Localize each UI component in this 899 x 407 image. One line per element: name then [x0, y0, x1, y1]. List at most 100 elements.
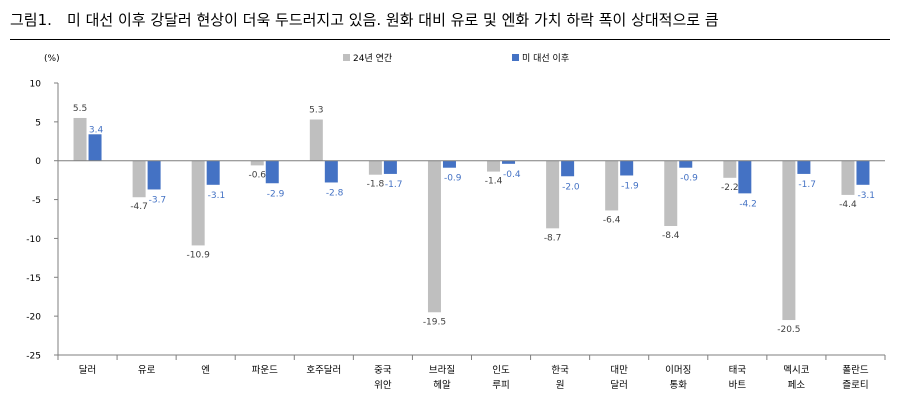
bar-annual [782, 160, 796, 321]
bar-annual [841, 160, 855, 195]
bar-annual [605, 160, 619, 211]
value-label: -3.7 [149, 195, 167, 205]
bar-post-election [679, 160, 693, 168]
value-label: -8.7 [544, 233, 562, 243]
value-label: 5.5 [73, 104, 87, 114]
value-label: -2.9 [267, 189, 285, 199]
value-label: -4.7 [130, 202, 148, 212]
bar-annual [546, 160, 560, 229]
category-label-line: 폴란드 [842, 364, 868, 376]
category-label-line: 페소 [788, 380, 806, 391]
bar-post-election [856, 160, 870, 185]
y-tick-label: 0 [35, 157, 41, 167]
category-label-line: 원 [556, 380, 565, 391]
legend-swatch [512, 54, 519, 61]
category-label-line: 중국 [374, 365, 392, 376]
legend-label: 미 대선 이후 [522, 53, 569, 64]
category-label-line: 대만 [610, 365, 628, 376]
category-label: 파운드 [252, 365, 278, 376]
value-label: 5.3 [309, 106, 323, 116]
category-label: 유로 [138, 365, 156, 376]
value-label: -10.9 [187, 250, 211, 260]
category-label-line: 헤알 [433, 379, 451, 391]
value-label: -1.4 [485, 177, 503, 187]
y-tick-label: 5 [35, 118, 41, 128]
category-label-line: 통화 [670, 380, 688, 391]
category-label-line: 달러 [79, 364, 96, 376]
bar-post-election [797, 160, 811, 174]
value-label: -2.0 [562, 182, 580, 192]
bar-post-election [206, 160, 220, 185]
value-label: -0.9 [444, 174, 462, 184]
value-label: -0.9 [680, 174, 698, 184]
bar-post-election [265, 160, 279, 184]
bar-annual [723, 160, 737, 178]
y-tick-label: -20 [26, 313, 41, 323]
y-axis: 10 5 0 -5 -10 -15 -20 -25 [26, 80, 59, 362]
value-label: -2.2 [721, 183, 739, 193]
bar-annual [309, 119, 323, 161]
value-label: -3.1 [857, 191, 875, 201]
bar-post-election [620, 160, 634, 176]
category-label-line: 달러 [610, 379, 627, 391]
category-label: 폴란드 즐로티 [842, 364, 868, 391]
y-tick-label: -10 [26, 235, 41, 245]
bar-annual [368, 160, 382, 175]
value-label: 3.4 [89, 125, 104, 135]
bar-annual [73, 117, 87, 161]
value-label: -1.7 [385, 180, 403, 190]
category-label-line: 인도 [492, 365, 510, 376]
value-label: -1.9 [621, 181, 639, 191]
bar-post-election [147, 160, 161, 190]
category-label-line: 파운드 [252, 365, 278, 376]
value-label: -0.4 [503, 170, 521, 180]
category-label-line: 브라질 [429, 364, 455, 376]
category-label: 달러 [79, 364, 96, 376]
y-tick-label: -25 [26, 352, 41, 362]
category-label: 호주달러 [306, 364, 341, 376]
y-tick-label: 10 [30, 80, 42, 90]
category-label-line: 바트 [729, 380, 747, 391]
bar-post-election [561, 160, 575, 177]
value-label: -1.7 [798, 180, 816, 190]
value-label: -20.5 [777, 325, 800, 335]
legend-swatch [343, 54, 350, 61]
value-label: -4.4 [839, 200, 857, 210]
title-rule [10, 39, 890, 40]
value-label: -1.8 [367, 180, 385, 190]
category-label: 중국 위안 [374, 365, 392, 391]
category-label-line: 엔 [201, 365, 210, 376]
category-label-line: 호주달러 [306, 364, 341, 376]
category-label-line: 한국 [551, 365, 569, 376]
bar-annual [487, 160, 501, 172]
value-label: -2.8 [326, 188, 344, 198]
figure-label: 그림1. [10, 11, 52, 29]
category-label-line: 유로 [138, 365, 156, 376]
bar-annual [250, 160, 264, 166]
bar-annual [664, 160, 678, 226]
bar-post-election [383, 160, 397, 174]
fx-bar-chart: 24년 연간 미 대선 이후 (%) 10 5 0 -5 -10 -15 -20 -25 5.5… [26, 53, 886, 391]
bar-post-election [738, 160, 752, 194]
y-tick-label: -5 [32, 196, 41, 206]
value-label: -8.4 [662, 231, 680, 241]
page-title: 미 대선 이후 강달러 현상이 더욱 두드러지고 있음. 원화 대비 유로 및 … [67, 11, 719, 29]
category-label: 멕시코 페소 [783, 365, 809, 391]
title-bar: 그림1. 미 대선 이후 강달러 현상이 더욱 두드러지고 있음. 원화 대비 … [10, 8, 890, 32]
value-label: -0.6 [248, 170, 266, 180]
y-tick-label: -15 [26, 274, 41, 284]
bar-post-election [502, 160, 516, 164]
legend: 24년 연간 미 대선 이후 [343, 53, 569, 64]
bar-post-election [442, 160, 456, 168]
value-label: -4.2 [739, 199, 757, 209]
y-unit-label: (%) [44, 54, 60, 64]
category-label-line: 루피 [492, 380, 509, 391]
category-label-line: 이머징 [665, 365, 691, 376]
category-label-line: 태국 [729, 365, 747, 376]
